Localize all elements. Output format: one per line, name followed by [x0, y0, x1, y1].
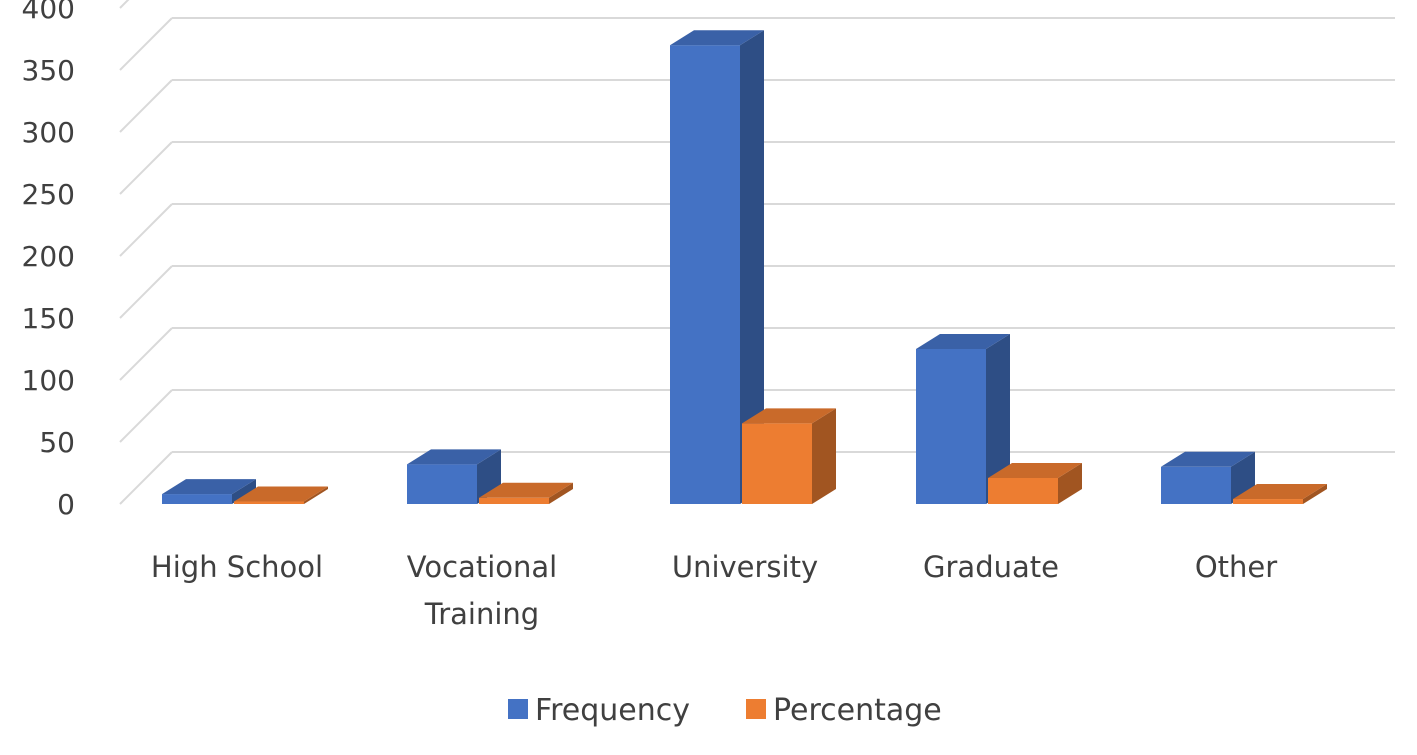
bar-frequency-4 — [1161, 451, 1255, 504]
bar-percentage-4 — [1233, 484, 1327, 504]
gridline-diagonal — [119, 327, 173, 381]
legend-swatch-percentage — [746, 699, 766, 719]
bar-front — [916, 349, 986, 504]
legend: Frequency Percentage — [508, 693, 942, 728]
bar-percentage-2 — [742, 408, 836, 504]
x-category-label: Vocational Training — [407, 550, 557, 631]
bar-top — [988, 462, 1082, 478]
bar-top — [1161, 451, 1255, 467]
bar-front — [162, 494, 232, 504]
bar-side — [549, 482, 573, 504]
y-tick-label: 200 — [22, 240, 75, 273]
bar-percentage-3 — [988, 462, 1082, 504]
bar-top — [234, 486, 328, 502]
bar-frequency-2 — [670, 30, 764, 504]
bar-top — [742, 408, 836, 424]
x-category-label: High School — [151, 550, 323, 584]
bar-front — [479, 497, 549, 504]
bar-front — [234, 501, 304, 504]
bar-side — [1058, 462, 1082, 504]
bar-top — [670, 30, 764, 46]
y-tick-label: 0 — [57, 488, 75, 521]
bar-side — [304, 486, 328, 504]
y-tick-label: 250 — [22, 178, 75, 211]
bars — [162, 30, 1327, 504]
y-tick-label: 400 — [22, 0, 75, 25]
gridline-diagonal — [119, 203, 173, 257]
y-axis-ticks: 0 50 100 150 200 250 300 350 400 — [22, 0, 75, 521]
bar-side — [986, 334, 1010, 504]
gridlines — [119, 0, 1395, 505]
bar-side — [232, 479, 256, 504]
x-category-label: University — [672, 550, 818, 584]
gridline-diagonal — [119, 79, 173, 133]
bar-top — [407, 449, 501, 465]
legend-label-frequency: Frequency — [535, 693, 690, 728]
y-tick-label: 100 — [22, 364, 75, 397]
gridline-diagonal — [119, 389, 173, 443]
bar-front — [1161, 466, 1231, 504]
x-axis-labels: High School Vocational Training University G… — [151, 550, 1277, 631]
x-category-label: Graduate — [923, 550, 1059, 584]
legend-swatch-frequency — [508, 699, 528, 719]
y-tick-label: 150 — [22, 302, 75, 335]
y-tick-label: 300 — [22, 116, 75, 149]
bar-front — [988, 477, 1058, 504]
bar-front — [407, 464, 477, 504]
bar-side — [812, 408, 836, 504]
bar-frequency-0 — [162, 479, 256, 504]
bar-percentage-1 — [479, 482, 573, 504]
bar-front — [1233, 499, 1303, 504]
gridline-diagonal — [119, 17, 173, 71]
bar-top — [162, 479, 256, 495]
gridline-diagonal — [119, 451, 173, 505]
bar-side — [1303, 484, 1327, 504]
gridline-diagonal — [119, 265, 173, 319]
bar-percentage-0 — [234, 486, 328, 504]
gridline-diagonal — [119, 0, 130, 9]
bar-top — [479, 482, 573, 498]
bar-side — [740, 30, 764, 504]
y-tick-label: 350 — [22, 54, 75, 87]
gridline-diagonal — [119, 141, 173, 195]
bar-frequency-3 — [916, 334, 1010, 504]
bar-front — [742, 423, 812, 504]
bar-front — [670, 45, 740, 504]
legend-label-percentage: Percentage — [773, 693, 942, 728]
bar-top — [1233, 484, 1327, 500]
x-category-label: Other — [1195, 550, 1277, 584]
bar-top — [916, 334, 1010, 349]
y-tick-label: 50 — [39, 426, 75, 459]
